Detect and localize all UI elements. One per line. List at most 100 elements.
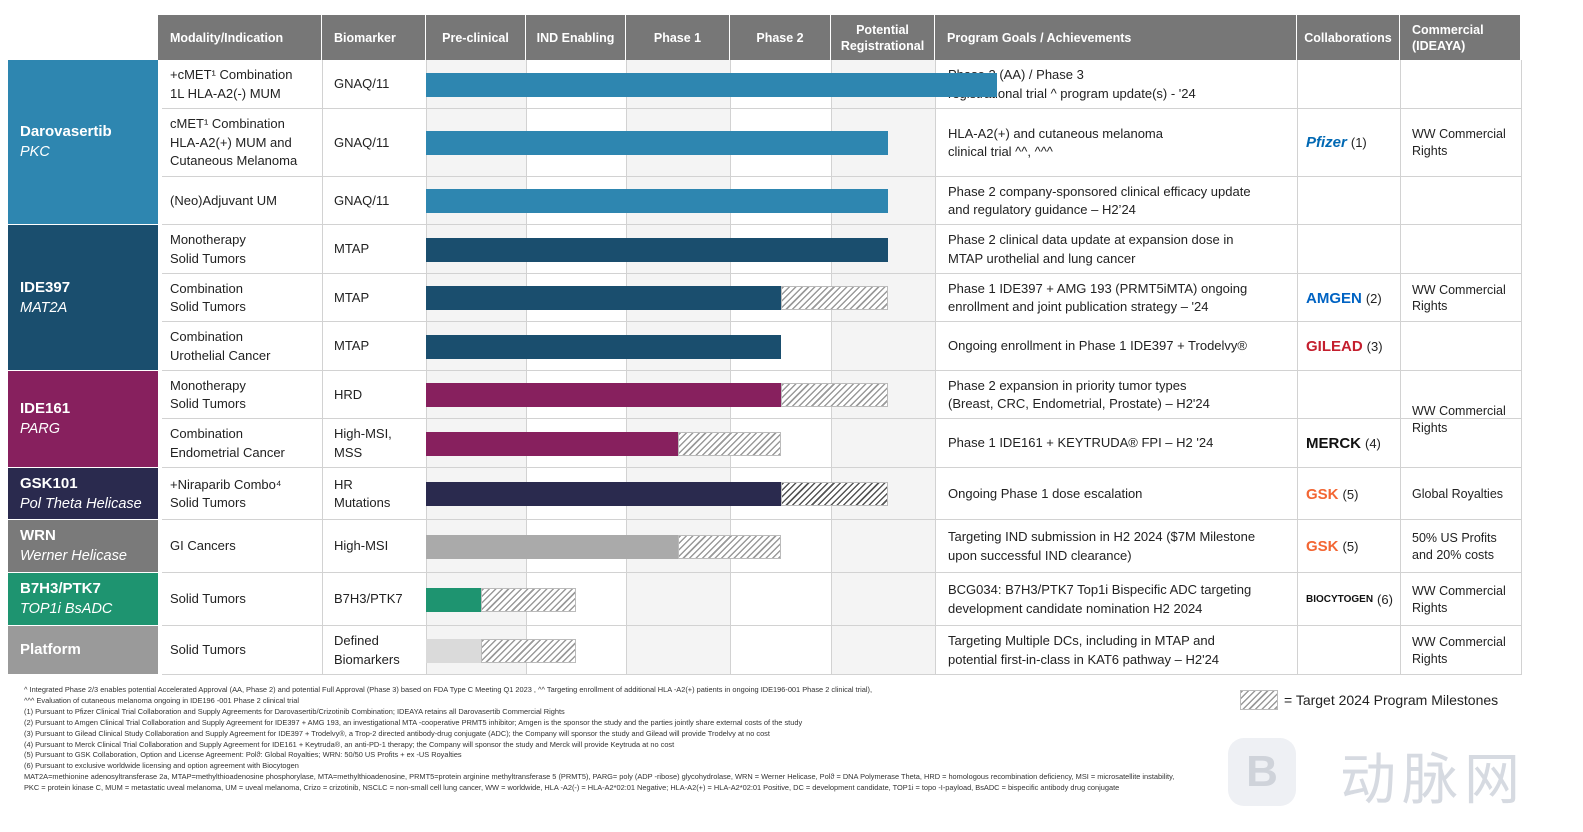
collaboration-gsk: GSK (5) [1306,537,1358,557]
row-divider [162,674,1521,675]
row-divider [162,176,1521,177]
progress-bar [426,431,678,456]
program-name: WRN [20,527,56,544]
biomarker-cell: High-MSI [334,538,389,554]
biomarker-cell: GNAQ/11 [334,134,390,150]
collaboration-gsk: GSK (5) [1306,484,1358,504]
program-group: WRN Werner Helicase [8,520,158,573]
biomarker-cell: MTAP [334,338,370,354]
collaboration-note: (5) [1342,539,1359,554]
biomarker-cell: High-MSI, MSS [334,426,392,460]
collaboration-note: (5) [1342,486,1359,502]
footnote-line: (1) Pursuant to Pfizer Clinical Trial Co… [24,706,565,716]
biomarker-cell: HRD [334,386,363,402]
progress-bar [426,383,781,407]
program-group: Platform [8,626,158,675]
modality-cell: Solid Tumors [170,591,246,607]
row-divider [162,224,1521,225]
program-group: GSK101 Pol Theta Helicase [8,468,158,520]
biomarker-cell: MTAP [334,289,370,305]
collaboration-amgen: AMGEN (2) [1306,288,1382,308]
row-divider [162,108,1521,109]
row-divider [162,273,1521,274]
footnote-line: (5) Pursuant to GSK Collaboration, Optio… [24,750,462,760]
column-divider [831,60,832,675]
goal-cell: Ongoing enrollment in Phase 1 IDE397 + T… [948,338,1247,354]
goal-cell: Targeting IND submission in H2 2024 ($7M… [948,529,1256,563]
commercial-rights: WW Commercial Rights [1412,635,1506,666]
program-target: PKC [20,144,50,160]
progress-bar [426,482,781,506]
footnote-line: PKC = protein kinase C, MUM = metastatic… [24,783,1120,793]
progress-bar [426,189,889,213]
gsk-logo-icon: GSK [1306,485,1339,503]
program-name: B7H3/PTK7 [20,580,101,597]
progress-bar [426,131,889,155]
progress-bar [426,286,781,310]
row-divider [162,519,1521,520]
commercial-rights: Global Royalties [1412,486,1504,501]
row-divider [162,370,1521,371]
footnote-line: MAT2A=methionine adenosyltransferase 2a,… [24,772,1175,782]
collaboration-note: (1) [1350,135,1367,150]
footnote-line: (6) Pursuant to exclusive worldwide lice… [24,761,299,771]
column-divider [1521,60,1522,675]
target-milestone-bar [678,431,781,456]
target-milestone-bar [678,534,781,559]
modality-cell: Monotherapy Solid Tumors [170,232,246,266]
row-divider [162,625,1521,626]
row-divider [162,572,1521,573]
gsk-logo-icon: GSK [1306,538,1339,555]
collaboration-note: (3) [1366,339,1383,354]
program-name: IDE397 [20,278,71,296]
biocytogen-logo-icon: BIOCYTOGEN [1306,594,1374,605]
biomarker-cell: MTAP [334,241,370,257]
program-name: GSK101 [20,474,78,492]
row-divider [162,418,1521,419]
program-group: IDE397 MAT2A [8,225,158,371]
program-target: Pol Theta Helicase [20,495,142,512]
header-biomarker: Biomarker [322,15,426,60]
header-collaborations: Collaborations [1297,15,1400,60]
gilead-logo-icon: GILEAD [1306,338,1363,355]
program-name: Darovasertib [20,123,112,140]
progress-bar [426,534,678,559]
program-name: Platform [20,641,81,658]
biomarker-cell: Defined Biomarkers [334,633,400,667]
progress-bar [426,638,481,663]
target-milestone-bar [481,638,576,663]
biomarker-cell: HR Mutations [334,476,391,511]
collaboration-note: (6) [1377,592,1393,607]
header-potential-registrational: Potential Registrational [831,15,935,60]
collaboration-note: (2) [1365,290,1382,306]
pfizer-logo-icon: Pfizer [1306,134,1347,151]
footnote-line: ^ Integrated Phase 2/3 enables potential… [24,685,873,694]
progress-bar [426,334,781,359]
modality-cell: Solid Tumors [170,642,246,658]
goal-cell: Ongoing Phase 1 dose escalation [948,485,1143,501]
modality-cell: Combination Urothelial Cancer [170,329,271,363]
watermark-logo-icon: B [1228,738,1296,806]
row-divider [162,467,1521,468]
footnote-line: (4) Pursuant to Merck Clinical Trial Col… [24,739,675,749]
collaboration-biocytogen: BIOCYTOGEN (6) [1306,590,1393,610]
goal-cell: Phase 2 clinical data update at expansio… [948,232,1234,266]
modality-cell: Monotherapy Solid Tumors [170,377,246,412]
target-milestone-bar [481,587,576,612]
biomarker-cell: B7H3/PTK7 [334,591,403,607]
column-divider [1297,60,1298,675]
collaboration-note: (4) [1365,436,1381,451]
footnote-line: ^^^ Evaluation of cutaneous melanoma ong… [24,695,299,705]
column-divider [426,60,427,675]
goal-cell: Targeting Multiple DCs, including in MTA… [948,633,1220,667]
commercial-rights: WW Commercial Rights [1412,404,1506,435]
goal-cell: BCG034: B7H3/PTK7 Top1i Bispecific ADC t… [948,582,1252,616]
legend-hatch-swatch [1240,690,1278,710]
header-ind-enabling: IND Enabling [526,15,626,60]
program-group: IDE161 PARG [8,371,158,468]
header-phase2: Phase 2 [730,15,831,60]
program-target: PARG [20,421,61,437]
header-phase1: Phase 1 [626,15,730,60]
target-milestone-bar [780,482,889,506]
program-target: MAT2A [20,299,68,316]
